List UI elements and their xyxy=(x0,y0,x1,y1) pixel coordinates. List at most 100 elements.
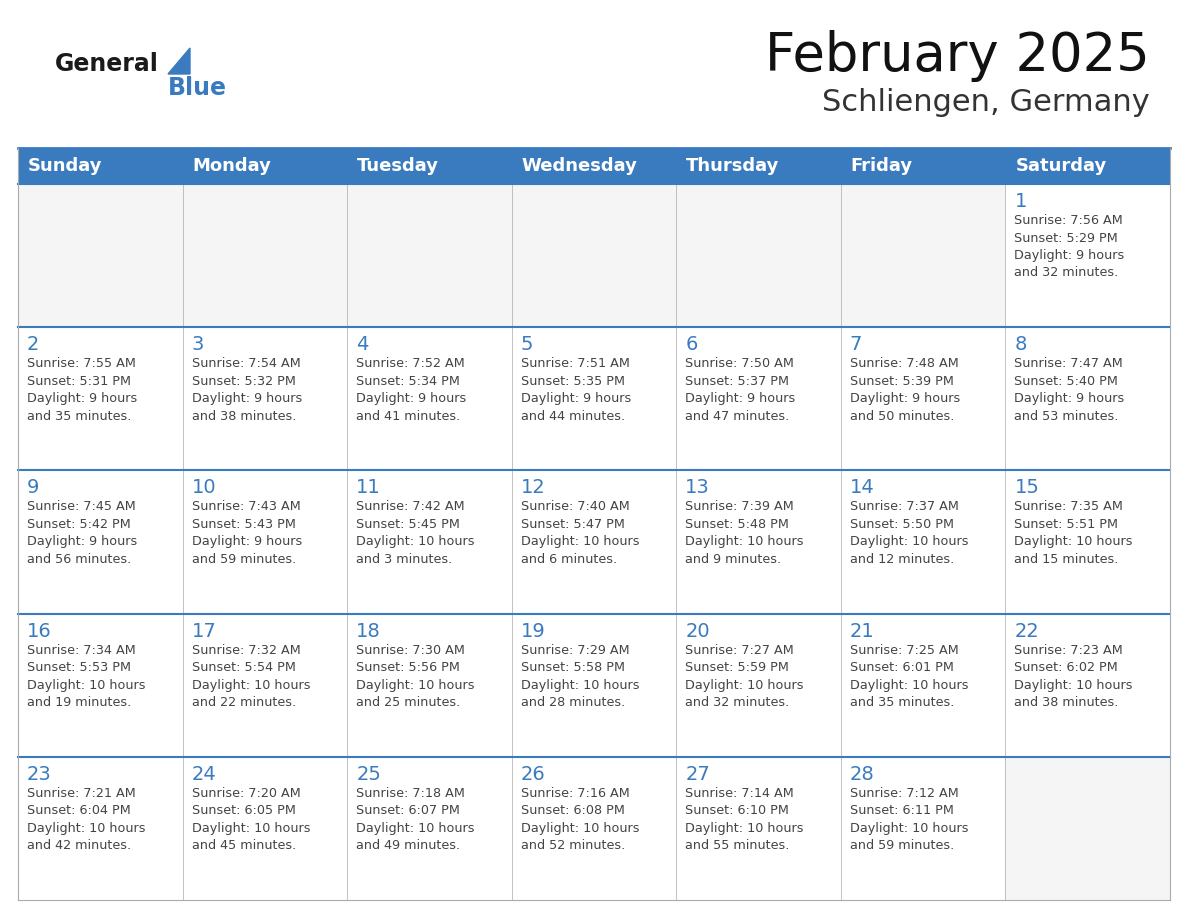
Bar xyxy=(841,756,1005,900)
Text: Thursday: Thursday xyxy=(687,157,779,175)
Text: 27: 27 xyxy=(685,765,710,784)
Text: Sunrise: 7:27 AM
Sunset: 5:59 PM
Daylight: 10 hours
and 32 minutes.: Sunrise: 7:27 AM Sunset: 5:59 PM Dayligh… xyxy=(685,644,804,709)
Text: Monday: Monday xyxy=(192,157,271,175)
Text: 15: 15 xyxy=(1015,478,1040,498)
Bar xyxy=(676,184,841,327)
Text: 26: 26 xyxy=(520,765,545,784)
Text: Sunrise: 7:35 AM
Sunset: 5:51 PM
Daylight: 10 hours
and 15 minutes.: Sunrise: 7:35 AM Sunset: 5:51 PM Dayligh… xyxy=(1015,500,1133,565)
Text: February 2025: February 2025 xyxy=(765,30,1150,82)
Bar xyxy=(841,327,1005,470)
Bar xyxy=(183,470,347,613)
Text: 3: 3 xyxy=(191,335,204,354)
Bar xyxy=(1005,756,1170,900)
Text: Blue: Blue xyxy=(168,76,227,100)
Text: 7: 7 xyxy=(849,335,862,354)
Text: 23: 23 xyxy=(27,765,52,784)
Bar xyxy=(841,613,1005,756)
Text: Sunrise: 7:18 AM
Sunset: 6:07 PM
Daylight: 10 hours
and 49 minutes.: Sunrise: 7:18 AM Sunset: 6:07 PM Dayligh… xyxy=(356,787,475,852)
Text: Sunrise: 7:56 AM
Sunset: 5:29 PM
Daylight: 9 hours
and 32 minutes.: Sunrise: 7:56 AM Sunset: 5:29 PM Dayligh… xyxy=(1015,214,1125,279)
Bar xyxy=(676,470,841,613)
Text: Sunrise: 7:14 AM
Sunset: 6:10 PM
Daylight: 10 hours
and 55 minutes.: Sunrise: 7:14 AM Sunset: 6:10 PM Dayligh… xyxy=(685,787,804,852)
Text: Sunrise: 7:23 AM
Sunset: 6:02 PM
Daylight: 10 hours
and 38 minutes.: Sunrise: 7:23 AM Sunset: 6:02 PM Dayligh… xyxy=(1015,644,1133,709)
Text: 18: 18 xyxy=(356,621,381,641)
Bar xyxy=(1005,327,1170,470)
Text: 11: 11 xyxy=(356,478,381,498)
Text: 13: 13 xyxy=(685,478,710,498)
Bar xyxy=(183,184,347,327)
Bar xyxy=(18,148,1170,184)
Text: Sunrise: 7:21 AM
Sunset: 6:04 PM
Daylight: 10 hours
and 42 minutes.: Sunrise: 7:21 AM Sunset: 6:04 PM Dayligh… xyxy=(27,787,145,852)
Bar xyxy=(347,470,512,613)
Text: Sunday: Sunday xyxy=(29,157,102,175)
Bar xyxy=(347,613,512,756)
Bar xyxy=(841,470,1005,613)
Text: Sunrise: 7:30 AM
Sunset: 5:56 PM
Daylight: 10 hours
and 25 minutes.: Sunrise: 7:30 AM Sunset: 5:56 PM Dayligh… xyxy=(356,644,475,709)
Text: Sunrise: 7:20 AM
Sunset: 6:05 PM
Daylight: 10 hours
and 45 minutes.: Sunrise: 7:20 AM Sunset: 6:05 PM Dayligh… xyxy=(191,787,310,852)
Text: Sunrise: 7:25 AM
Sunset: 6:01 PM
Daylight: 10 hours
and 35 minutes.: Sunrise: 7:25 AM Sunset: 6:01 PM Dayligh… xyxy=(849,644,968,709)
Text: Sunrise: 7:45 AM
Sunset: 5:42 PM
Daylight: 9 hours
and 56 minutes.: Sunrise: 7:45 AM Sunset: 5:42 PM Dayligh… xyxy=(27,500,138,565)
Text: 22: 22 xyxy=(1015,621,1040,641)
Text: Sunrise: 7:50 AM
Sunset: 5:37 PM
Daylight: 9 hours
and 47 minutes.: Sunrise: 7:50 AM Sunset: 5:37 PM Dayligh… xyxy=(685,357,796,422)
Bar xyxy=(512,756,676,900)
Text: Wednesday: Wednesday xyxy=(522,157,638,175)
Bar xyxy=(18,756,183,900)
Text: Sunrise: 7:29 AM
Sunset: 5:58 PM
Daylight: 10 hours
and 28 minutes.: Sunrise: 7:29 AM Sunset: 5:58 PM Dayligh… xyxy=(520,644,639,709)
Text: 8: 8 xyxy=(1015,335,1026,354)
Text: 14: 14 xyxy=(849,478,874,498)
Text: Sunrise: 7:48 AM
Sunset: 5:39 PM
Daylight: 9 hours
and 50 minutes.: Sunrise: 7:48 AM Sunset: 5:39 PM Dayligh… xyxy=(849,357,960,422)
Bar xyxy=(512,184,676,327)
Bar xyxy=(676,756,841,900)
Text: 20: 20 xyxy=(685,621,710,641)
Text: Sunrise: 7:34 AM
Sunset: 5:53 PM
Daylight: 10 hours
and 19 minutes.: Sunrise: 7:34 AM Sunset: 5:53 PM Dayligh… xyxy=(27,644,145,709)
Bar xyxy=(347,184,512,327)
Bar xyxy=(676,613,841,756)
Text: Sunrise: 7:12 AM
Sunset: 6:11 PM
Daylight: 10 hours
and 59 minutes.: Sunrise: 7:12 AM Sunset: 6:11 PM Dayligh… xyxy=(849,787,968,852)
Bar xyxy=(841,184,1005,327)
Text: 25: 25 xyxy=(356,765,381,784)
Bar xyxy=(347,327,512,470)
Text: Sunrise: 7:16 AM
Sunset: 6:08 PM
Daylight: 10 hours
and 52 minutes.: Sunrise: 7:16 AM Sunset: 6:08 PM Dayligh… xyxy=(520,787,639,852)
Text: 5: 5 xyxy=(520,335,533,354)
Text: 19: 19 xyxy=(520,621,545,641)
Text: 12: 12 xyxy=(520,478,545,498)
Text: Sunrise: 7:47 AM
Sunset: 5:40 PM
Daylight: 9 hours
and 53 minutes.: Sunrise: 7:47 AM Sunset: 5:40 PM Dayligh… xyxy=(1015,357,1125,422)
Text: Sunrise: 7:52 AM
Sunset: 5:34 PM
Daylight: 9 hours
and 41 minutes.: Sunrise: 7:52 AM Sunset: 5:34 PM Dayligh… xyxy=(356,357,467,422)
Text: Tuesday: Tuesday xyxy=(358,157,440,175)
Bar xyxy=(18,327,183,470)
Bar xyxy=(1005,184,1170,327)
Text: 1: 1 xyxy=(1015,192,1026,211)
Text: Sunrise: 7:43 AM
Sunset: 5:43 PM
Daylight: 9 hours
and 59 minutes.: Sunrise: 7:43 AM Sunset: 5:43 PM Dayligh… xyxy=(191,500,302,565)
Bar xyxy=(676,327,841,470)
Text: General: General xyxy=(55,52,159,76)
Text: Sunrise: 7:51 AM
Sunset: 5:35 PM
Daylight: 9 hours
and 44 minutes.: Sunrise: 7:51 AM Sunset: 5:35 PM Dayligh… xyxy=(520,357,631,422)
Bar xyxy=(1005,613,1170,756)
Text: 21: 21 xyxy=(849,621,874,641)
Text: 17: 17 xyxy=(191,621,216,641)
Text: Sunrise: 7:37 AM
Sunset: 5:50 PM
Daylight: 10 hours
and 12 minutes.: Sunrise: 7:37 AM Sunset: 5:50 PM Dayligh… xyxy=(849,500,968,565)
Text: 2: 2 xyxy=(27,335,39,354)
Text: Friday: Friday xyxy=(851,157,914,175)
Polygon shape xyxy=(168,48,190,74)
Bar xyxy=(512,470,676,613)
Text: 9: 9 xyxy=(27,478,39,498)
Text: Sunrise: 7:32 AM
Sunset: 5:54 PM
Daylight: 10 hours
and 22 minutes.: Sunrise: 7:32 AM Sunset: 5:54 PM Dayligh… xyxy=(191,644,310,709)
Text: 6: 6 xyxy=(685,335,697,354)
Text: 4: 4 xyxy=(356,335,368,354)
Bar xyxy=(183,756,347,900)
Text: Sunrise: 7:42 AM
Sunset: 5:45 PM
Daylight: 10 hours
and 3 minutes.: Sunrise: 7:42 AM Sunset: 5:45 PM Dayligh… xyxy=(356,500,475,565)
Text: Sunrise: 7:55 AM
Sunset: 5:31 PM
Daylight: 9 hours
and 35 minutes.: Sunrise: 7:55 AM Sunset: 5:31 PM Dayligh… xyxy=(27,357,138,422)
Bar xyxy=(512,327,676,470)
Text: Sunrise: 7:40 AM
Sunset: 5:47 PM
Daylight: 10 hours
and 6 minutes.: Sunrise: 7:40 AM Sunset: 5:47 PM Dayligh… xyxy=(520,500,639,565)
Text: 10: 10 xyxy=(191,478,216,498)
Bar xyxy=(1005,470,1170,613)
Bar xyxy=(18,184,183,327)
Text: Saturday: Saturday xyxy=(1016,157,1107,175)
Text: 28: 28 xyxy=(849,765,874,784)
Text: Sunrise: 7:39 AM
Sunset: 5:48 PM
Daylight: 10 hours
and 9 minutes.: Sunrise: 7:39 AM Sunset: 5:48 PM Dayligh… xyxy=(685,500,804,565)
Text: 16: 16 xyxy=(27,621,52,641)
Bar xyxy=(183,327,347,470)
Bar xyxy=(183,613,347,756)
Bar xyxy=(512,613,676,756)
Text: 24: 24 xyxy=(191,765,216,784)
Text: Sunrise: 7:54 AM
Sunset: 5:32 PM
Daylight: 9 hours
and 38 minutes.: Sunrise: 7:54 AM Sunset: 5:32 PM Dayligh… xyxy=(191,357,302,422)
